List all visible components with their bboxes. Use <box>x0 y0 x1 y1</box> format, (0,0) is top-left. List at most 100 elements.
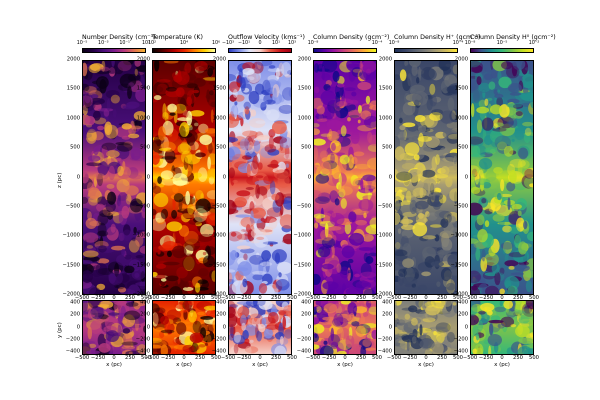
x-tick-label: −500 <box>144 294 160 301</box>
y-tick-label: 500 <box>458 144 468 151</box>
y-tick-label: 1000 <box>136 115 150 122</box>
y-tick-label: 500 <box>140 144 150 151</box>
x-tick-label: −500 <box>220 294 236 301</box>
edge-on-slice <box>82 60 146 295</box>
y-tick-label: −1000 <box>374 232 392 239</box>
field-texture <box>471 61 533 294</box>
colorbar-tick-label: 10⁻⁵ <box>76 40 88 46</box>
y-tick-label: −1500 <box>450 262 468 269</box>
x-tick-label: −500 <box>144 355 160 361</box>
x-tick-label: 0 <box>424 294 428 301</box>
x-tick-label: 500 <box>141 355 151 361</box>
y-tick-label: 0 <box>222 323 226 330</box>
colorbar <box>228 48 292 53</box>
y-tick-label: 1000 <box>212 115 226 122</box>
y-tick-label: −200 <box>453 336 468 343</box>
colorbar-tick-label: −10¹ <box>237 40 251 46</box>
panel-title: Column Density (gcm⁻²) <box>313 34 390 41</box>
y-tick-label: −200 <box>65 336 80 343</box>
colorbar-tick-label: 10⁻⁸ <box>307 40 319 46</box>
y-tick-label: 400 <box>70 299 80 306</box>
colorbar <box>470 48 534 53</box>
x-axis-label: x (pc) <box>418 362 434 368</box>
y-tick-label: 0 <box>222 173 226 180</box>
y-tick-label: 2000 <box>66 56 80 63</box>
x-tick-label: 250 <box>437 355 447 361</box>
edge-on-slice <box>394 60 458 295</box>
x-tick-label: 500 <box>372 355 382 361</box>
y-tick-label: −400 <box>296 348 311 355</box>
x-tick-label: 0 <box>424 355 428 361</box>
x-tick-label: 0 <box>182 355 186 361</box>
x-tick-label: 500 <box>453 294 463 301</box>
y-tick-label: −200 <box>377 336 392 343</box>
x-tick-label: 0 <box>112 294 116 301</box>
colorbar-tick-label: 10⁻⁸ <box>464 40 476 46</box>
y-tick-label: −1000 <box>450 232 468 239</box>
y-tick-label: −1500 <box>374 262 392 269</box>
x-tick-label: 0 <box>343 294 347 301</box>
face-on-slice <box>82 300 146 355</box>
x-tick-label: 0 <box>500 355 504 361</box>
colorbar-tick-label: 10⁻³ <box>98 40 109 46</box>
x-tick-label: 250 <box>356 355 366 361</box>
x-tick-label: −250 <box>236 355 252 361</box>
colorbar-tick-label: 10⁻⁴ <box>371 40 383 46</box>
y-tick-label: 2000 <box>454 56 468 63</box>
x-tick-label: 250 <box>437 294 447 301</box>
edge-on-slice <box>313 60 377 295</box>
x-tick-label: 500 <box>529 355 539 361</box>
y-tick-label: 0 <box>464 173 468 180</box>
y-tick-label: −400 <box>135 348 150 355</box>
colorbar-tick-label: 10⁻⁴ <box>452 40 464 46</box>
colorbar <box>313 48 377 53</box>
y-tick-label: 400 <box>301 299 311 306</box>
y-tick-label: −2000 <box>132 291 150 298</box>
y-tick-label: −1000 <box>208 232 226 239</box>
y-tick-label: 0 <box>307 323 311 330</box>
field-texture <box>471 301 533 354</box>
x-tick-label: −500 <box>305 355 321 361</box>
y-tick-label: 2000 <box>297 56 311 63</box>
y-tick-label: −1000 <box>132 232 150 239</box>
face-on-slice <box>228 300 292 355</box>
colorbar-tick-label: 10² <box>147 40 157 46</box>
x-tick-label: −500 <box>462 294 478 301</box>
face-on-slice <box>470 300 534 355</box>
y-tick-label: −500 <box>377 203 392 210</box>
x-tick-label: −250 <box>90 355 106 361</box>
face-on-slice <box>152 300 216 355</box>
y-tick-label: −500 <box>453 203 468 210</box>
y-tick-label: 1500 <box>378 85 392 92</box>
colorbar-tick-label: 10⁴ <box>179 40 189 46</box>
y-tick-label: −400 <box>377 348 392 355</box>
y-tick-label: −200 <box>135 336 150 343</box>
y-tick-label: −1500 <box>62 262 80 269</box>
x-tick-label: −250 <box>321 294 337 301</box>
y-tick-label: 200 <box>70 311 80 318</box>
x-tick-label: 500 <box>529 294 539 301</box>
y-axis-label-z: z (pc) <box>57 172 63 188</box>
colorbar-tick-label: 10³ <box>287 40 297 46</box>
x-axis-label: x (pc) <box>252 362 268 368</box>
x-tick-label: 0 <box>500 294 504 301</box>
y-tick-label: −2000 <box>208 291 226 298</box>
colorbar-tick-label: 10⁻⁸ <box>388 40 400 46</box>
panel-title: Column Density H⁺ (gcm⁻²) <box>394 34 481 41</box>
x-tick-label: 250 <box>271 355 281 361</box>
field-texture <box>229 301 291 354</box>
x-tick-label: 500 <box>141 294 151 301</box>
x-tick-label: −250 <box>236 294 252 301</box>
y-tick-label: 1500 <box>212 85 226 92</box>
y-tick-label: 200 <box>140 311 150 318</box>
x-tick-label: −500 <box>305 294 321 301</box>
x-tick-label: 500 <box>372 294 382 301</box>
y-tick-label: 1000 <box>297 115 311 122</box>
x-axis-label: x (pc) <box>176 362 192 368</box>
x-tick-label: 0 <box>258 294 262 301</box>
x-tick-label: −500 <box>386 294 402 301</box>
x-axis-label: x (pc) <box>494 362 510 368</box>
x-axis-label: x (pc) <box>106 362 122 368</box>
y-tick-label: 0 <box>76 323 80 330</box>
y-tick-label: −500 <box>65 203 80 210</box>
